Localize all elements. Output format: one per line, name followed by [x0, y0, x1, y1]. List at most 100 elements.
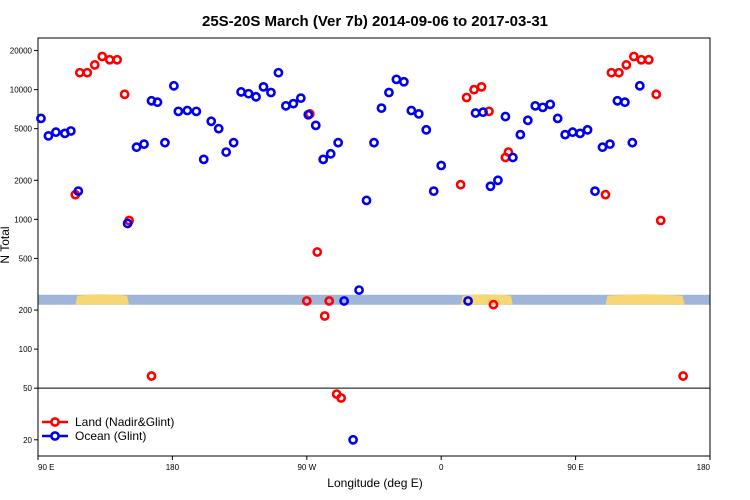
map-land-patch — [75, 294, 130, 305]
ocean-point — [280, 100, 291, 111]
land-point — [469, 84, 479, 95]
plot-border — [37, 37, 711, 457]
ocean-point — [515, 129, 526, 140]
ocean-point — [339, 296, 350, 306]
ocean-point — [51, 127, 61, 138]
ocean-point — [139, 139, 149, 150]
ocean-point — [428, 186, 439, 197]
ocean-point — [295, 93, 306, 104]
land-point — [621, 60, 632, 70]
ocean-point — [191, 106, 202, 117]
ocean-point — [582, 124, 593, 135]
ocean-point — [173, 106, 184, 117]
land-point — [97, 51, 108, 62]
y-tick-label: 2000 — [14, 176, 32, 185]
land-point — [651, 89, 662, 100]
ocean-point — [612, 95, 623, 106]
x-tick-label: 0 — [439, 463, 444, 472]
ocean-point — [361, 195, 372, 206]
land-point — [74, 67, 85, 78]
y-axis: 20000 10000 5000 2000 1000 500 200 100 50 20 — [10, 47, 38, 445]
ocean-point — [65, 126, 76, 136]
ocean-point — [243, 88, 254, 99]
ocean-point — [376, 103, 387, 114]
plot-frame — [37, 37, 711, 457]
y-tick-label: 100 — [19, 345, 33, 354]
ocean-point — [228, 137, 239, 148]
ocean-point — [398, 76, 409, 87]
land-point — [628, 51, 639, 62]
ocean-point — [634, 80, 645, 91]
ocean-point — [36, 113, 46, 124]
map-land-patch — [605, 294, 685, 305]
ocean-point — [597, 142, 608, 153]
land-point — [614, 67, 624, 78]
ocean-point — [391, 74, 402, 85]
y-tick-label: 20 — [23, 436, 32, 445]
ocean-point — [413, 109, 424, 119]
legend-marker-ocean — [50, 431, 60, 441]
map-land-patch — [460, 294, 513, 305]
ocean-point — [182, 105, 193, 116]
ocean-point — [131, 142, 142, 153]
ocean-series — [36, 67, 645, 445]
x-tick-label: 180 — [166, 463, 180, 472]
ocean-point — [463, 296, 473, 306]
ocean-point — [552, 113, 563, 124]
ocean-point — [545, 99, 556, 110]
ocean-point — [198, 154, 209, 165]
ocean-point — [213, 123, 224, 134]
land-point — [324, 296, 335, 306]
land-point — [319, 311, 330, 321]
ocean-point — [318, 154, 329, 165]
land-point — [606, 67, 617, 78]
y-tick-label: 200 — [19, 306, 33, 315]
ocean-point — [493, 175, 503, 186]
ocean-point — [537, 102, 548, 113]
y-axis-label: N Total — [0, 226, 12, 263]
legend-marker-land — [50, 417, 60, 427]
ocean-point — [43, 130, 54, 141]
legend: Land (Nadir&Glint)Ocean (Glint) — [42, 415, 174, 443]
ocean-point — [288, 98, 299, 109]
ocean-point — [478, 107, 488, 118]
land-point — [301, 296, 312, 306]
x-tick-label: 90 W — [297, 463, 316, 472]
ocean-point — [168, 80, 179, 91]
ocean-point — [619, 97, 630, 108]
ocean-point — [507, 152, 518, 163]
chart-title: 25S-20S March (Ver 7b) 2014-09-06 to 201… — [202, 13, 548, 30]
ocean-point — [354, 285, 364, 295]
ocean-point — [384, 87, 394, 98]
ocean-point — [575, 128, 585, 139]
x-tick-label: 90 E — [567, 463, 583, 472]
ocean-point — [303, 109, 314, 120]
ocean-point — [258, 81, 269, 92]
land-point — [89, 60, 100, 70]
ocean-point — [530, 100, 541, 111]
land-point — [104, 54, 115, 65]
map-strip — [38, 294, 710, 305]
ocean-point — [421, 124, 432, 135]
ocean-point — [500, 111, 511, 122]
land-point — [119, 89, 130, 100]
ocean-point — [73, 186, 84, 197]
ocean-point — [160, 137, 170, 148]
ocean-point — [485, 181, 496, 192]
ocean-point — [436, 160, 447, 171]
ocean-point — [221, 147, 232, 157]
land-point — [455, 179, 466, 190]
ocean-point — [310, 120, 321, 131]
ocean-point — [236, 87, 246, 97]
ocean-point — [266, 87, 276, 98]
x-axis-label: Longitude (deg E) — [327, 476, 422, 490]
ocean-point — [333, 137, 344, 148]
y-tick-label: 5000 — [14, 125, 32, 134]
ocean-point — [206, 116, 217, 127]
ocean-point — [273, 67, 284, 78]
ocean-point — [590, 186, 600, 197]
land-point — [82, 67, 93, 78]
ocean-point — [627, 137, 638, 148]
land-point — [636, 54, 647, 65]
